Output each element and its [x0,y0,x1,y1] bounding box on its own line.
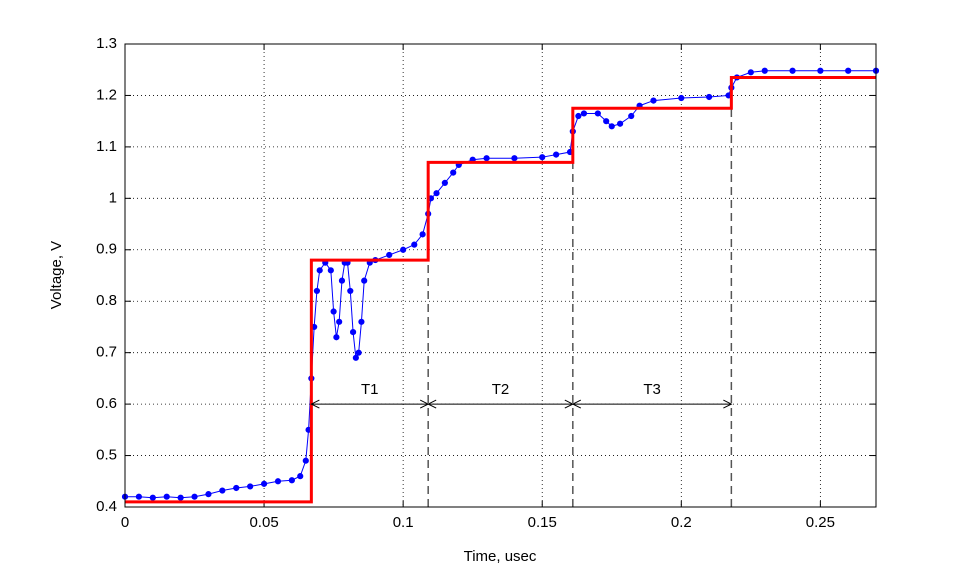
data-point [650,97,657,104]
data-point [205,491,212,498]
data-point [617,120,624,127]
annotation-label: T1 [361,381,379,398]
data-point [333,334,340,341]
data-point [191,493,198,500]
data-point [274,478,282,485]
x-axis-label: Time, usec [464,548,537,565]
data-point [608,123,615,130]
data-point [817,67,824,74]
x-tick-label: 0 [121,514,129,531]
data-point [219,487,226,494]
data-point [386,251,393,259]
y-tick-label: 0.4 [96,498,117,515]
data-point [260,480,268,487]
data-point [678,94,685,102]
data-point [135,493,143,500]
y-tick-label: 1 [109,189,117,206]
data-point [433,190,440,197]
data-point [313,287,321,295]
data-point [483,155,490,162]
data-point [761,67,768,74]
y-tick-label: 0.7 [96,344,117,361]
annotation-label: T3 [643,381,661,398]
y-axis-label: Voltage, V [48,241,65,309]
data-point [297,473,304,480]
data-point [539,154,546,161]
data-point [628,112,635,120]
data-point [177,494,184,501]
data-point [747,69,754,76]
data-point [327,267,334,274]
data-point [247,483,254,490]
data-point [706,93,713,101]
data-point [594,110,601,117]
data-point [411,241,418,248]
x-tick-label: 0.05 [249,514,278,531]
data-point [845,67,852,74]
data-point [441,179,448,186]
data-point [450,169,457,176]
data-point [355,349,362,356]
data-point [149,494,156,501]
y-tick-label: 1.3 [96,35,117,52]
y-tick-label: 0.5 [96,447,117,464]
data-point [419,231,426,238]
arrow-head [310,399,320,409]
arrow-head [427,399,437,409]
data-point [330,308,337,315]
y-tick-label: 0.9 [96,241,117,258]
data-point [400,246,407,253]
y-tick-label: 1.1 [96,138,117,155]
data-point [288,477,295,484]
data-point [233,484,240,492]
data-point [347,287,354,295]
data-point [575,112,582,120]
annotation-label: T2 [492,381,510,398]
data-point [336,318,343,325]
data-point [349,328,357,336]
data-point [789,67,796,74]
y-tick-label: 0.8 [96,292,117,309]
x-tick-label: 0.25 [806,514,835,531]
data-point [511,155,518,162]
data-point [603,118,610,125]
x-tick-label: 0.1 [393,514,414,531]
data-line [125,75,876,504]
plot-frame [124,43,877,508]
x-tick-label: 0.15 [528,514,557,531]
data-point [163,493,170,500]
arrow-head [571,399,582,409]
data-point [316,267,323,274]
data-point [553,151,560,158]
y-tick-label: 0.6 [96,395,117,412]
data-point [361,277,368,284]
x-tick-label: 0.2 [671,514,692,531]
arrow-head [723,399,733,409]
data-point [302,457,309,464]
y-tick-label: 1.2 [96,86,117,103]
data-point [352,354,359,361]
data-point [580,110,588,117]
data-point [358,318,365,325]
data-point [338,277,346,284]
